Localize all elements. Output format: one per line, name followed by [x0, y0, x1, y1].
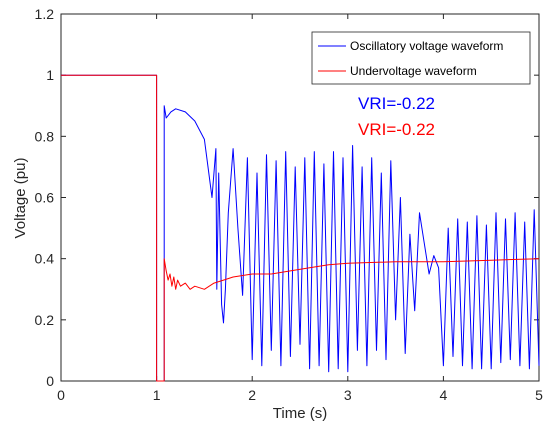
- x-tick-label: 1: [153, 387, 161, 403]
- x-tick-label: 3: [344, 387, 352, 403]
- x-tick-label: 2: [248, 387, 256, 403]
- x-axis-label: Time (s): [273, 405, 327, 422]
- y-tick-label: 1: [46, 67, 54, 83]
- x-tick-label: 5: [535, 387, 543, 403]
- legend-box: [311, 31, 531, 85]
- vri-annotation-oscillatory: VRI=-0.22: [358, 94, 435, 113]
- series-layer: [61, 74, 540, 382]
- series-line-undervoltage: [61, 74, 540, 382]
- y-tick-label: 1.2: [35, 6, 55, 22]
- y-tick-label: 0.2: [35, 312, 55, 328]
- y-ticks: 0 0.2 0.4 0.6 0.8 1 1.2: [35, 6, 539, 389]
- y-tick-label: 0.8: [35, 128, 55, 144]
- vri-annotation-undervoltage: VRI=-0.22: [358, 120, 435, 139]
- y-tick-label: 0.6: [35, 190, 55, 206]
- legend-label-oscillatory: Oscillatory voltage waveform: [350, 39, 503, 53]
- legend: Oscillatory voltage waveform Undervoltag…: [311, 31, 531, 85]
- series-line-oscillatory: [61, 74, 540, 382]
- x-tick-label: 0: [57, 387, 65, 403]
- y-tick-label: 0.4: [35, 251, 55, 267]
- legend-label-undervoltage: Undervoltage waveform: [350, 64, 477, 78]
- x-tick-label: 4: [440, 387, 448, 403]
- x-ticks: 0 1 2 3 4 5: [57, 14, 543, 403]
- y-axis-label: Voltage (pu): [12, 158, 29, 239]
- y-tick-label: 0: [46, 373, 54, 389]
